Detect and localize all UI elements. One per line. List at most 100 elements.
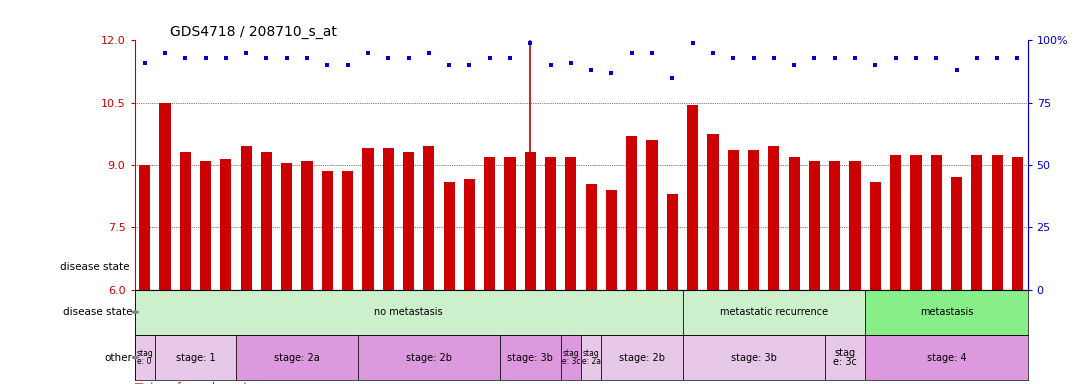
Text: stag
e: 3c: stag e: 3c	[833, 348, 856, 367]
Bar	[601, 335, 682, 380]
Point	[542, 62, 560, 68]
Bar	[301, 161, 313, 290]
Text: disease state: disease state	[62, 307, 132, 317]
Point	[968, 55, 986, 61]
Bar	[546, 157, 556, 290]
Bar	[972, 154, 982, 290]
Bar	[402, 152, 414, 290]
Text: ■  transformed count: ■ transformed count	[134, 382, 247, 384]
Bar	[134, 335, 155, 380]
Point	[745, 55, 762, 61]
Bar	[890, 154, 902, 290]
Point	[826, 55, 844, 61]
Bar	[682, 290, 865, 335]
Text: metastasis: metastasis	[920, 307, 973, 317]
Text: other: other	[104, 353, 132, 362]
Point	[440, 62, 457, 68]
Point	[339, 62, 356, 68]
Point	[197, 55, 214, 61]
Point	[1009, 55, 1027, 61]
Bar	[484, 157, 495, 290]
Bar	[500, 335, 561, 380]
Bar	[789, 157, 799, 290]
Bar	[221, 159, 231, 290]
Point	[867, 62, 884, 68]
Bar	[707, 134, 719, 290]
Point	[156, 50, 173, 56]
Bar	[159, 103, 170, 290]
Bar	[768, 146, 779, 290]
Point	[278, 55, 295, 61]
Bar	[443, 182, 455, 290]
Bar	[505, 157, 515, 290]
Bar	[585, 184, 597, 290]
Bar	[180, 152, 190, 290]
Text: stag
e: 2a: stag e: 2a	[582, 349, 600, 366]
Bar	[869, 182, 881, 290]
Bar	[809, 161, 820, 290]
Point	[887, 55, 904, 61]
Text: stage: 1: stage: 1	[175, 353, 215, 362]
Text: GDS4718 / 208710_s_at: GDS4718 / 208710_s_at	[170, 25, 337, 39]
Bar	[748, 151, 760, 290]
Bar	[951, 177, 962, 290]
Bar	[1011, 157, 1023, 290]
Bar	[236, 335, 357, 380]
Bar	[727, 151, 739, 290]
Bar	[357, 335, 500, 380]
Bar	[464, 179, 475, 290]
Point	[989, 55, 1006, 61]
Bar	[830, 161, 840, 290]
Bar	[865, 290, 1028, 335]
Bar	[688, 105, 698, 290]
Point	[359, 50, 377, 56]
Bar	[155, 335, 236, 380]
Bar	[606, 190, 617, 290]
Text: stag
e: 0: stag e: 0	[137, 349, 153, 366]
Bar	[241, 146, 252, 290]
Point	[563, 60, 580, 66]
Text: no metastasis: no metastasis	[374, 307, 443, 317]
Bar	[865, 335, 1028, 380]
Bar	[561, 335, 581, 380]
Text: stage: 2b: stage: 2b	[619, 353, 665, 362]
Bar	[647, 140, 657, 290]
Bar	[322, 171, 332, 290]
Bar	[581, 335, 601, 380]
Point	[380, 55, 397, 61]
Bar	[363, 148, 373, 290]
Bar	[824, 335, 865, 380]
Point	[298, 55, 315, 61]
Bar	[134, 290, 682, 335]
Bar	[931, 154, 942, 290]
Point	[684, 40, 702, 46]
Bar	[626, 136, 637, 290]
Bar	[682, 335, 824, 380]
Point	[603, 70, 620, 76]
Point	[948, 67, 965, 73]
Text: disease state: disease state	[59, 262, 129, 272]
Text: metastatic recurrence: metastatic recurrence	[720, 307, 827, 317]
Bar	[281, 163, 293, 290]
Bar	[139, 165, 151, 290]
Bar	[200, 161, 211, 290]
Bar	[342, 171, 353, 290]
Text: stage: 3b: stage: 3b	[731, 353, 777, 362]
Bar	[992, 154, 1003, 290]
Point	[421, 50, 438, 56]
Bar	[423, 146, 435, 290]
Point	[217, 55, 235, 61]
Point	[705, 50, 722, 56]
Point	[481, 55, 498, 61]
Text: stag
e: 3c: stag e: 3c	[562, 349, 580, 366]
Point	[400, 55, 417, 61]
Point	[785, 62, 803, 68]
Text: stage: 2b: stage: 2b	[406, 353, 452, 362]
Bar	[910, 154, 921, 290]
Bar	[383, 148, 394, 290]
Point	[643, 50, 661, 56]
Point	[806, 55, 823, 61]
Point	[582, 67, 599, 73]
Text: stage: 2a: stage: 2a	[274, 353, 320, 362]
Bar	[525, 152, 536, 290]
